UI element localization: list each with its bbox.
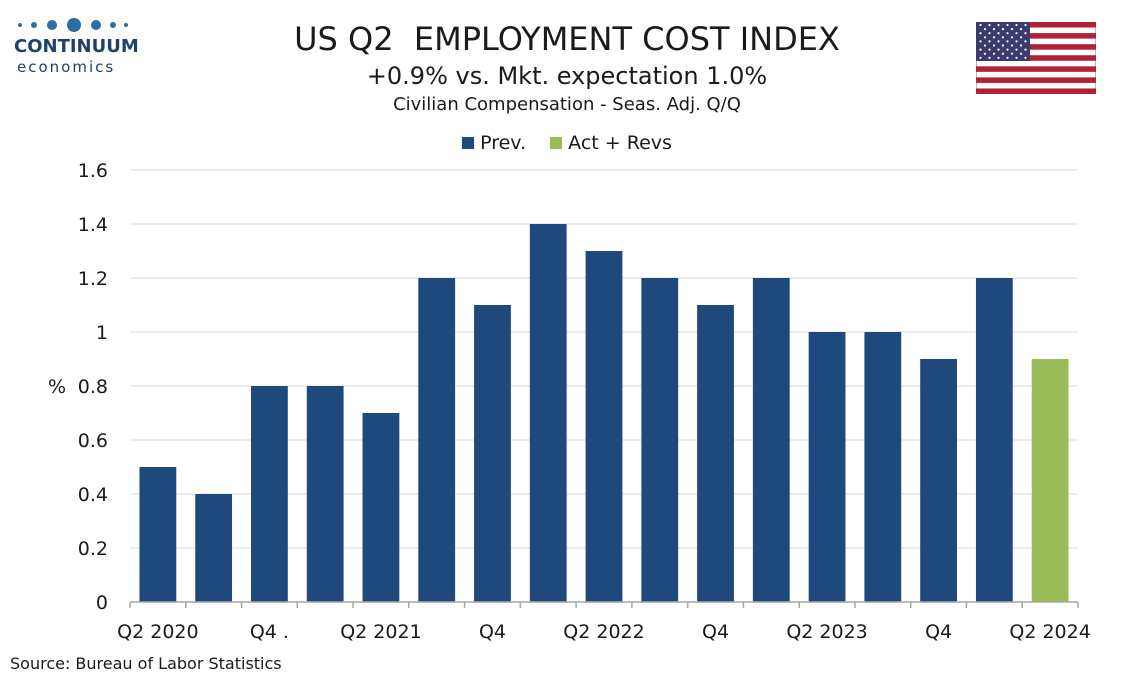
y-tick-label: 0.4 (78, 484, 108, 506)
x-tick-label: Q4 (702, 621, 729, 643)
bar (864, 332, 902, 602)
bar (139, 467, 177, 602)
continuum-logo: CONTINUUM economics (14, 14, 139, 76)
legend-swatch-act-revs (550, 137, 563, 149)
y-axis-label: % (48, 376, 66, 398)
x-tick-label: Q2 2022 (563, 621, 644, 643)
y-tick-label: 0.6 (78, 430, 108, 452)
y-tick-label: 0.2 (78, 538, 108, 560)
legend-item-act-revs: Act + Revs (550, 132, 672, 154)
bar (585, 251, 623, 602)
legend-label-act-revs: Act + Revs (568, 132, 672, 154)
bar (418, 278, 456, 602)
x-tick-label: Q2 2021 (340, 621, 421, 643)
y-tick-label: 0.8 (78, 376, 108, 398)
bar (529, 224, 567, 602)
bar (362, 413, 400, 602)
x-tick-label: Q4 . (250, 621, 289, 643)
bar (306, 386, 344, 602)
y-tick-label: 1.2 (78, 268, 108, 290)
y-tick-label: 1.4 (78, 214, 108, 236)
bar (752, 278, 790, 602)
y-tick-label: 1.6 (78, 160, 108, 182)
chart-subtitle-2: Civilian Compensation - Seas. Adj. Q/Q (393, 94, 741, 115)
chart-subtitle: +0.9% vs. Mkt. expectation 1.0% (366, 62, 768, 90)
bar (920, 359, 957, 602)
x-tick-label: Q4 (479, 621, 506, 643)
x-tick-label: Q2 2023 (786, 621, 867, 643)
x-tick-label: Q4 (925, 621, 952, 643)
x-tick-label: Q2 2020 (117, 621, 198, 643)
bar (641, 278, 679, 602)
bar (808, 332, 846, 602)
bar (474, 305, 511, 602)
bar (195, 494, 233, 602)
bar (251, 386, 288, 602)
y-tick-label: 1 (96, 322, 108, 344)
bar (975, 278, 1013, 602)
y-tick-label: 0 (96, 592, 108, 614)
source-note: Source: Bureau of Labor Statistics (10, 654, 282, 673)
legend-label-prev: Prev. (480, 132, 527, 154)
chart-title: US Q2 EMPLOYMENT COST INDEX (294, 20, 840, 58)
legend-item-prev: Prev. (462, 132, 526, 154)
chart-legend: Prev. Act + Revs (0, 132, 1134, 154)
bar (1031, 359, 1069, 602)
logo-tagline: economics (17, 58, 116, 76)
x-tick-label: Q2 2024 (1009, 621, 1090, 643)
us-flag-icon (976, 22, 1096, 94)
logo-dots-icon (18, 18, 128, 32)
bar (697, 305, 734, 602)
logo-brand: CONTINUUM (14, 36, 139, 57)
legend-swatch-prev (462, 137, 475, 149)
